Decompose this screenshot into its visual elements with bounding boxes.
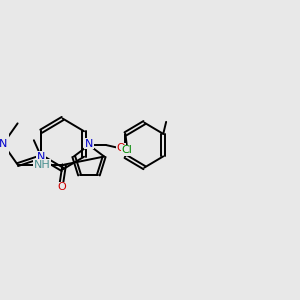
Text: N: N xyxy=(37,152,45,162)
Text: Cl: Cl xyxy=(122,146,132,155)
Text: NH: NH xyxy=(34,160,51,170)
Text: O: O xyxy=(57,182,66,192)
Text: N: N xyxy=(85,139,93,148)
Text: N: N xyxy=(0,139,7,149)
Text: O: O xyxy=(117,143,125,153)
